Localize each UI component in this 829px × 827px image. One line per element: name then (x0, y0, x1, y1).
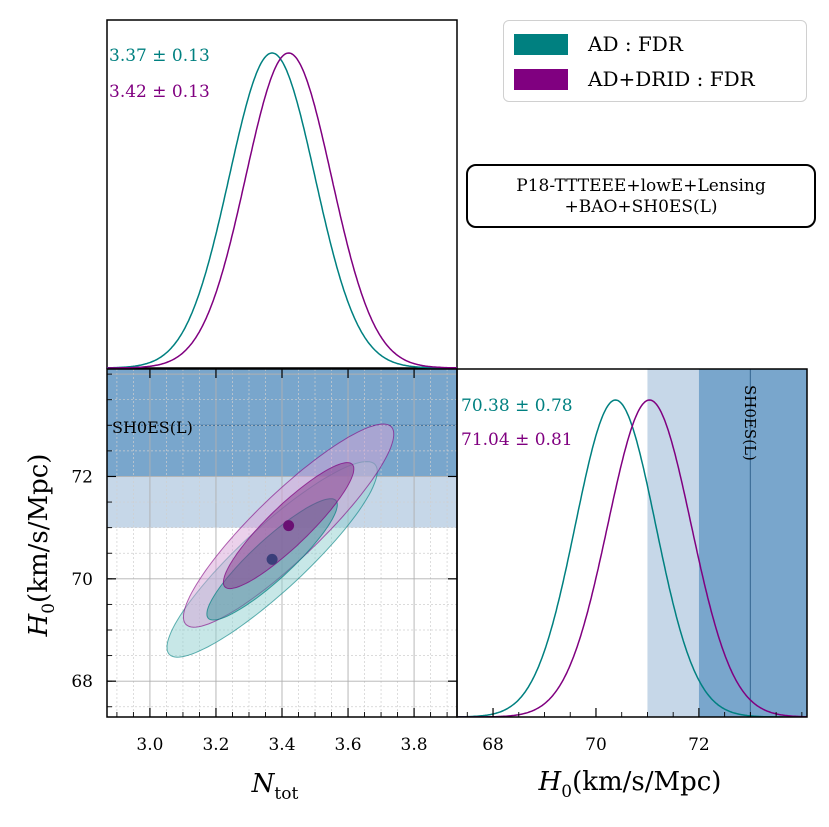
ytick-label: 70 (71, 570, 93, 590)
h0-ad-estimate: 70.38 ± 0.78 (461, 396, 573, 416)
xlabel-h0: H0(km/s/Mpc) (538, 767, 722, 802)
xtick-label: 3.6 (335, 735, 362, 755)
legend: AD : FDR AD+DRID : FDR (503, 20, 807, 102)
contour-center-1 (283, 520, 295, 532)
ntot-ad-estimate: 3.37 ± 0.13 (109, 46, 210, 66)
legend-item-ad: AD : FDR (514, 32, 683, 56)
ylabel-units: (km/s/Mpc) (24, 454, 54, 603)
sh0es-band-1d (647, 369, 807, 717)
ylabel-sub: 0 (39, 603, 59, 614)
ylabel-symbol: H (24, 612, 54, 637)
xtick-label: 3.4 (268, 735, 295, 755)
dataset-line-1: P18-TTTEEE+lowE+Lensing (516, 176, 766, 196)
xtick-label: 3.2 (202, 735, 229, 755)
sh0es-vertical-label: SH0ES(L) (741, 385, 759, 461)
h0-xtick-label: 72 (688, 735, 710, 755)
h0-marginal-frame (456, 368, 808, 718)
sh0es-band-label: SH0ES(L) (112, 418, 193, 437)
dataset-line-2: +BAO+SH0ES(L) (564, 197, 718, 217)
dataset-info-box: P18-TTTEEE+lowE+Lensing +BAO+SH0ES(L) (466, 164, 816, 228)
ntot-marginal-panel: 3.37 ± 0.13 3.42 ± 0.13 (106, 19, 458, 369)
h0-marginal-ticks: 68 70 72 (466, 708, 803, 755)
contour-ticks: 3.0 3.2 3.4 3.6 3.8 68 70 72 (71, 369, 457, 755)
h0-xtick-label: 70 (585, 735, 607, 755)
h0-xtick-label: 68 (482, 735, 504, 755)
contour-ellipses (166, 423, 395, 658)
xtick-label: 3.0 (136, 735, 163, 755)
ntot-curve-1 (107, 52, 458, 369)
h0-marginal-panel: 68 70 72 70.38 ± 0.78 71.04 ± 0.81 SH0ES(L… (456, 368, 808, 755)
ylabel: H0(km/s/Mpc) (24, 454, 59, 638)
xtick-label: 3.8 (401, 735, 428, 755)
legend-swatch-ad (514, 33, 568, 55)
contour-panel: SH0ES(L) 3.0 3.2 3.4 3.6 3.8 68 70 72 (71, 368, 458, 755)
xlabel-ntot: Ntot (251, 769, 299, 804)
legend-item-drid: AD+DRID : FDR (514, 67, 755, 91)
ntot-drid-estimate: 3.42 ± 0.13 (109, 82, 210, 102)
svg-text:H0(km/s/Mpc): H0(km/s/Mpc) (24, 454, 59, 638)
legend-label-drid: AD+DRID : FDR (588, 67, 755, 91)
ntot-marginal-curves (107, 52, 458, 369)
h0-curve-1 (457, 399, 807, 717)
h0-marginal-curves (457, 399, 807, 717)
ntot-curve-0 (107, 52, 457, 369)
sh0es-inner-band-1d (698, 369, 807, 717)
ytick-label: 72 (71, 467, 93, 487)
legend-label-ad: AD : FDR (588, 32, 683, 56)
ytick-label: 68 (71, 672, 93, 692)
ntot-marginal-frame (106, 19, 458, 369)
contour-center-0 (266, 553, 278, 565)
legend-swatch-drid (514, 68, 568, 90)
h0-drid-estimate: 71.04 ± 0.81 (461, 430, 573, 450)
